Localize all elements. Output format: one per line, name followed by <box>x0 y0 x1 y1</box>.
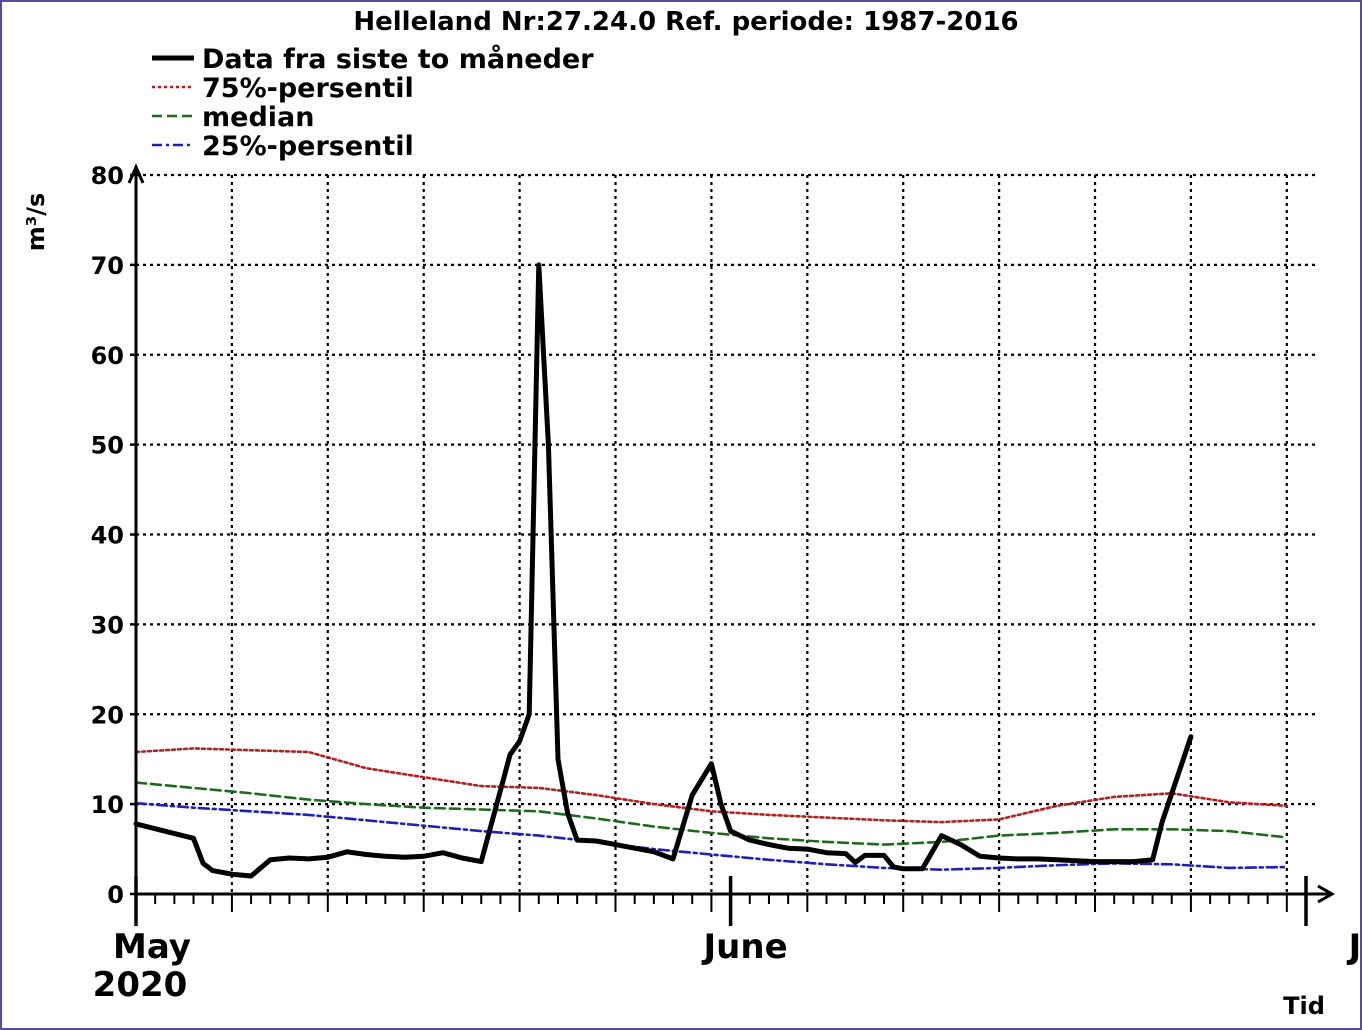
y-tick-label: 80 <box>91 162 124 190</box>
legend: Data fra siste to måneder75%-persentilme… <box>152 43 594 162</box>
chart-title: Helleland Nr:27.24.0 Ref. periode: 1987-… <box>353 7 1018 37</box>
y-tick-label: 50 <box>91 432 124 460</box>
x-axis-label: Tid <box>1283 992 1325 1020</box>
grid <box>136 173 1318 894</box>
series-layer <box>133 262 1289 879</box>
x-month-label: May <box>113 927 191 967</box>
y-tick-label: 10 <box>91 791 124 819</box>
y-tick-label: 0 <box>107 881 124 909</box>
y-tick-label: 20 <box>91 701 124 729</box>
series-line <box>134 747 1289 824</box>
legend-label: 75%-persentil <box>202 73 414 104</box>
y-tick-label: 40 <box>91 522 124 550</box>
y-axis-arrow <box>127 163 145 184</box>
legend-label: Data fra siste to måneder <box>202 43 594 75</box>
y-tick-label: 70 <box>91 252 124 280</box>
x-axis-arrow <box>1317 884 1336 904</box>
legend-label: median <box>202 102 314 133</box>
legend-label: 25%-persentil <box>202 131 414 162</box>
axes <box>127 163 1336 926</box>
x-month-label: June <box>702 927 788 967</box>
x-year-label: 2020 <box>93 965 188 1005</box>
y-axis-label: m³/s <box>22 193 50 252</box>
x-month-label: July <box>1347 927 1362 967</box>
series-line <box>133 262 1194 879</box>
y-tick-label: 60 <box>91 342 124 370</box>
y-tick-label: 30 <box>91 611 124 639</box>
series-line <box>134 781 1289 846</box>
